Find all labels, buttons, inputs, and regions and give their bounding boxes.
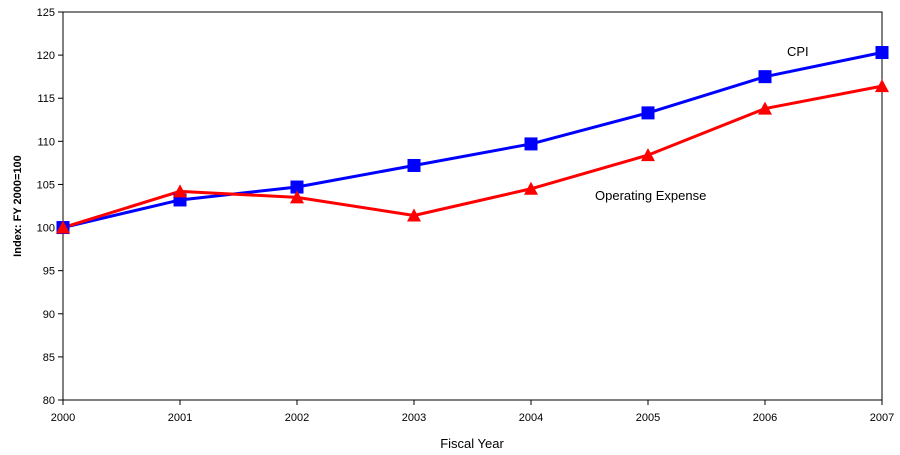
y-tick-label: 100 [37,223,55,235]
x-tick-label: 2007 [870,412,894,424]
data-point-cpi [524,137,538,151]
y-tick-label: 80 [43,395,55,407]
series-lines [62,51,883,230]
data-point-operating-expense [524,181,538,195]
data-point-operating-expense [875,79,889,93]
x-axis-title: Fiscal Year [440,436,504,451]
data-point-operating-expense [407,208,421,222]
series-line-cpi [62,51,883,230]
x-tick-label: 2006 [753,412,777,424]
x-tick-label: 2003 [402,412,426,424]
plot-area [62,11,883,401]
series-label-operating-expense: Operating Expense [595,188,706,203]
y-axis-title: Index: FY 2000=100 [12,155,24,257]
data-point-cpi [407,158,421,172]
data-point-cpi [641,106,655,120]
data-point-operating-expense [641,148,655,162]
x-tick-label: 2004 [519,412,543,424]
y-tick-label: 105 [37,179,55,191]
y-tick-label: 115 [37,93,55,105]
y-tick-label: 95 [43,266,55,278]
x-tick-label: 2002 [285,412,309,424]
x-tick-label: 2000 [51,412,75,424]
data-point-operating-expense [173,184,187,198]
series-label-cpi: CPI [787,44,809,59]
y-tick-label: 85 [43,352,55,364]
y-tick-label: 125 [37,7,55,19]
series-line-operating-expense [62,84,883,229]
data-point-cpi [290,180,304,194]
y-tick-label: 90 [43,309,55,321]
data-point-operating-expense [290,190,304,204]
data-point-operating-expense [758,101,772,115]
data-point-cpi [758,70,772,84]
series-markers [56,46,889,235]
y-tick-label: 110 [37,136,55,148]
y-tick-label: 120 [37,50,55,62]
x-axis: 2000 2001 2002 2003 2004 2005 2006 2007 [51,400,894,424]
data-point-operating-expense [56,220,70,234]
data-point-cpi [875,46,889,60]
x-tick-label: 2001 [168,412,192,424]
x-tick-label: 2005 [636,412,660,424]
y-axis: 80 85 90 95 100 105 110 115 120 125 [37,7,63,407]
